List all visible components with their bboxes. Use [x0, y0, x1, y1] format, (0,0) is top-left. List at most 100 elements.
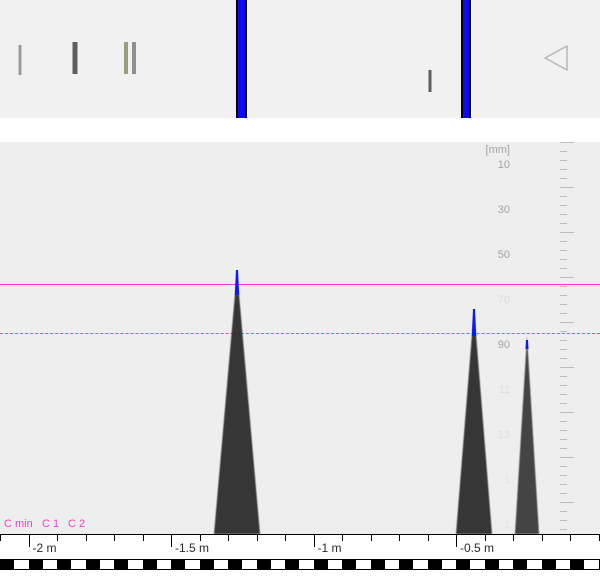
depth-tick-label: 10 [498, 159, 510, 171]
x-axis-stripe-block [399, 560, 413, 569]
x-axis-minor-tick [285, 535, 286, 541]
x-axis-minor-tick [342, 535, 343, 541]
x-axis-stripe-block [442, 560, 456, 569]
signal-peak [515, 336, 539, 534]
depth-ruler-tick [560, 403, 567, 404]
x-axis-stripe-block [413, 560, 427, 569]
timeline-mark [124, 42, 128, 74]
depth-ruler-tick [560, 295, 567, 296]
depth-ruler-tick [560, 277, 574, 278]
x-axis-stripe-block [114, 560, 128, 569]
depth-ruler-tick [560, 250, 567, 251]
depth-ruler-tick [560, 367, 574, 368]
depth-tick-label: 70 [498, 294, 510, 306]
depth-ruler-tick [560, 349, 567, 350]
depth-ruler-tick [560, 520, 567, 521]
depth-ruler-tick [560, 322, 574, 323]
x-axis-stripe-block [385, 560, 399, 569]
depth-ruler-tick [560, 421, 567, 422]
depth-unit-label: [mm] [486, 144, 510, 156]
depth-ruler-tick [560, 304, 567, 305]
x-axis-minor-tick [371, 535, 372, 541]
x-axis-stripe-block [157, 560, 171, 569]
depth-tick-label: 11 [499, 384, 510, 396]
x-axis-minor-tick [599, 535, 600, 541]
depth-ruler-tick [560, 394, 567, 395]
x-axis-stripe-block [527, 560, 541, 569]
x-axis-minor-tick [257, 535, 258, 541]
channel-label: C 2 [68, 518, 85, 530]
timeline-mark [132, 42, 136, 74]
depth-tick-label: 1 [504, 474, 510, 486]
x-axis-stripe-block [171, 560, 185, 569]
x-axis-major-tick [314, 535, 315, 547]
depth-ruler-tick [560, 493, 567, 494]
threshold-line [0, 284, 600, 285]
depth-tick-label: 90 [498, 339, 510, 351]
x-axis-minor-tick [200, 535, 201, 541]
depth-tick-label: 50 [498, 249, 510, 261]
x-axis-stripe-block [200, 560, 214, 569]
x-axis-stripe-block [228, 560, 242, 569]
x-axis-major-tick [456, 535, 457, 547]
x-axis-stripe-block [556, 560, 570, 569]
x-axis-stripe-block [456, 560, 470, 569]
depth-ruler-tick [560, 232, 574, 233]
x-axis-minor-tick [542, 535, 543, 541]
x-axis: -2 m-1.5 m-1 m-0.5 m [0, 534, 600, 576]
timeline-mark [73, 42, 78, 74]
panel-divider [0, 118, 600, 142]
x-axis-stripe-block [299, 560, 313, 569]
depth-ruler-tick [560, 358, 567, 359]
depth-tick-label: 1 [504, 519, 510, 531]
x-axis-minor-tick [399, 535, 400, 541]
x-axis-stripe-block [371, 560, 385, 569]
channel-label: C 1 [42, 518, 59, 530]
x-axis-stripe-block [86, 560, 100, 569]
x-axis-stripe-block [342, 560, 356, 569]
depth-tick-label: 13 [498, 429, 510, 441]
x-axis-minor-tick [114, 535, 115, 541]
depth-ruler-tick [560, 439, 567, 440]
x-axis-stripe-block [499, 560, 513, 569]
depth-ruler-tick [560, 142, 574, 143]
depth-ruler-tick [560, 475, 567, 476]
x-axis-stripe-block [71, 560, 85, 569]
depth-ruler-tick [560, 376, 567, 377]
x-axis-stripe-block [285, 560, 299, 569]
depth-ruler-tick [560, 151, 567, 152]
x-axis-stripe-block [128, 560, 142, 569]
signal-peak [456, 309, 492, 534]
x-axis-stripe-block [143, 560, 157, 569]
threshold-line [0, 333, 600, 334]
depth-ruler-tick [560, 511, 567, 512]
depth-ruler-tick [560, 178, 567, 179]
x-axis-stripe-block [271, 560, 285, 569]
x-axis-minor-tick [428, 535, 429, 541]
x-axis-stripe-block [428, 560, 442, 569]
x-axis-minor-tick [485, 535, 486, 541]
channel-label: C min [4, 518, 33, 530]
play-button[interactable] [540, 43, 570, 73]
x-axis-stripe-block [43, 560, 57, 569]
x-axis-label: -0.5 m [460, 541, 494, 555]
x-axis-stripe-block [185, 560, 199, 569]
x-axis-major-tick [29, 535, 30, 547]
depth-ruler-tick [560, 457, 574, 458]
x-axis-stripe-block [100, 560, 114, 569]
depth-ruler-tick [560, 187, 574, 188]
x-axis-stripe-block [570, 560, 584, 569]
timeline-spike [236, 0, 247, 118]
x-axis-stripe-block [470, 560, 484, 569]
timeline-mark [19, 45, 22, 75]
x-axis-stripe-block [0, 560, 14, 569]
x-axis-minor-tick [513, 535, 514, 541]
x-axis-stripe-block [29, 560, 43, 569]
depth-ruler-tick [560, 259, 567, 260]
x-axis-stripe-block [356, 560, 370, 569]
depth-ruler-tick [560, 340, 567, 341]
depth-ruler-tick [560, 331, 567, 332]
timeline-mark [429, 70, 432, 92]
x-axis-stripe-block [214, 560, 228, 569]
depth-ruler-tick [560, 205, 567, 206]
